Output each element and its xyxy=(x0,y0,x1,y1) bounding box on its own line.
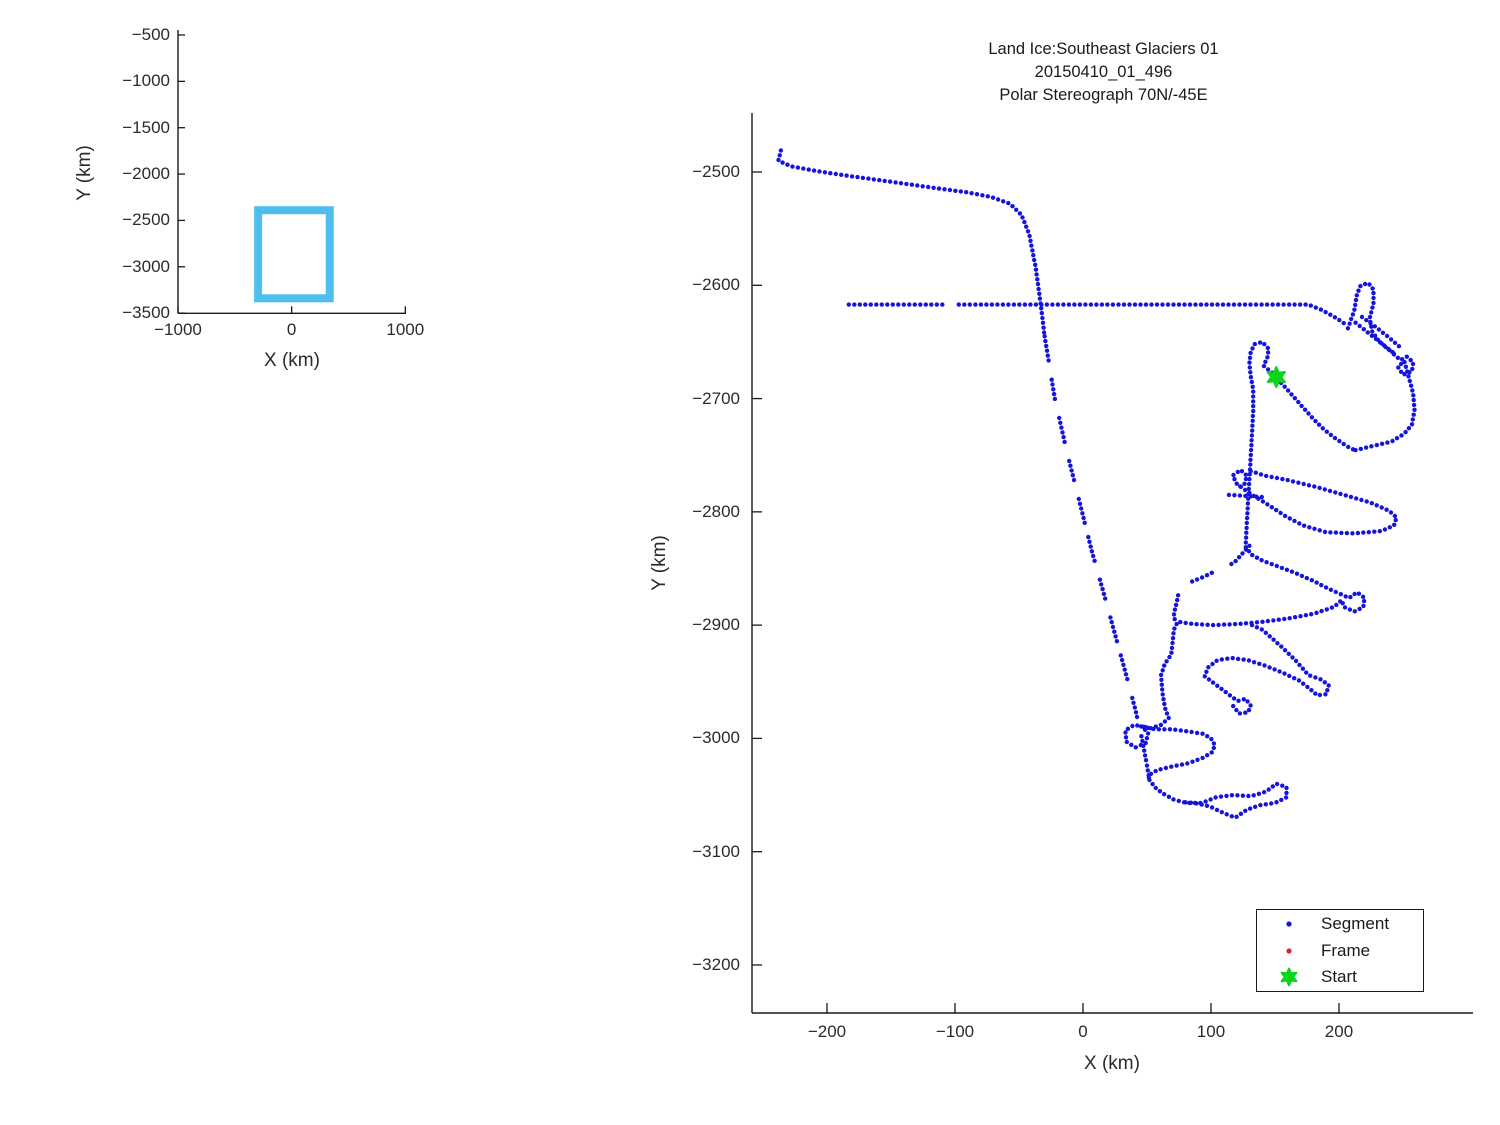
main-yaxis-label: Y (km) xyxy=(649,535,670,591)
main-x-tick-label: −100 xyxy=(935,1022,975,1041)
overview-y-tick-label: −1000 xyxy=(122,71,170,91)
overview-y-tick-label: −3000 xyxy=(122,256,170,276)
title-line-2: 20150410_01_496 xyxy=(1034,63,1173,81)
overview-x-tick-label: 0 xyxy=(286,320,297,340)
segment-dots xyxy=(776,148,1417,819)
start-marker xyxy=(1266,366,1286,389)
frame-dot-icon xyxy=(1257,946,1321,956)
overview-y-tick-label: −2500 xyxy=(122,210,170,230)
main-plot-title: Land Ice:Southeast Glaciers 01 20150410_… xyxy=(752,38,1455,107)
overview-y-tick-label: −500 xyxy=(131,25,170,44)
overview-x-tick-label: 1000 xyxy=(386,320,425,340)
main-y-tick-label: −2800 xyxy=(692,501,740,521)
overview-xaxis-label: X (km) xyxy=(264,350,320,371)
title-line-3: Polar Stereograph 70N/-45E xyxy=(999,86,1208,104)
segment-dot-icon xyxy=(1257,919,1321,929)
legend-label-start: Start xyxy=(1321,967,1357,986)
main-xaxis-label: X (km) xyxy=(1084,1053,1140,1074)
main-x-tick-label: 100 xyxy=(1196,1022,1226,1041)
overview-y-tick-label: −2000 xyxy=(122,164,170,184)
legend-item-frame: Frame xyxy=(1257,938,1423,963)
legend-box: Segment Frame Start xyxy=(1256,909,1424,992)
main-x-tick-label: −200 xyxy=(807,1022,847,1041)
legend-label-frame: Frame xyxy=(1321,940,1371,960)
main-x-tick-label: 200 xyxy=(1324,1022,1354,1041)
overview-x-tick-label: −1000 xyxy=(154,320,202,340)
main-x-tick-label: 0 xyxy=(1078,1022,1088,1041)
overview-y-tick-label: −3500 xyxy=(122,303,170,323)
main-y-tick-label: −3000 xyxy=(692,728,740,748)
overview-y-tick-label: −1500 xyxy=(122,117,170,137)
main-y-tick-label: −3200 xyxy=(692,954,740,974)
main-y-tick-label: −2700 xyxy=(692,388,740,408)
main-y-tick-label: −2600 xyxy=(692,275,740,295)
flight-extent-box xyxy=(254,206,334,303)
main-y-tick-label: −2900 xyxy=(692,615,740,635)
start-star-icon xyxy=(1257,966,1321,988)
legend-item-segment: Segment xyxy=(1257,912,1423,937)
main-y-tick-label: −3100 xyxy=(692,841,740,861)
main-y-tick-label: −2500 xyxy=(692,162,740,182)
legend-label-segment: Segment xyxy=(1321,914,1390,933)
legend-item-start: Start xyxy=(1257,965,1423,990)
title-line-1: Land Ice:Southeast Glaciers 01 xyxy=(988,40,1219,58)
